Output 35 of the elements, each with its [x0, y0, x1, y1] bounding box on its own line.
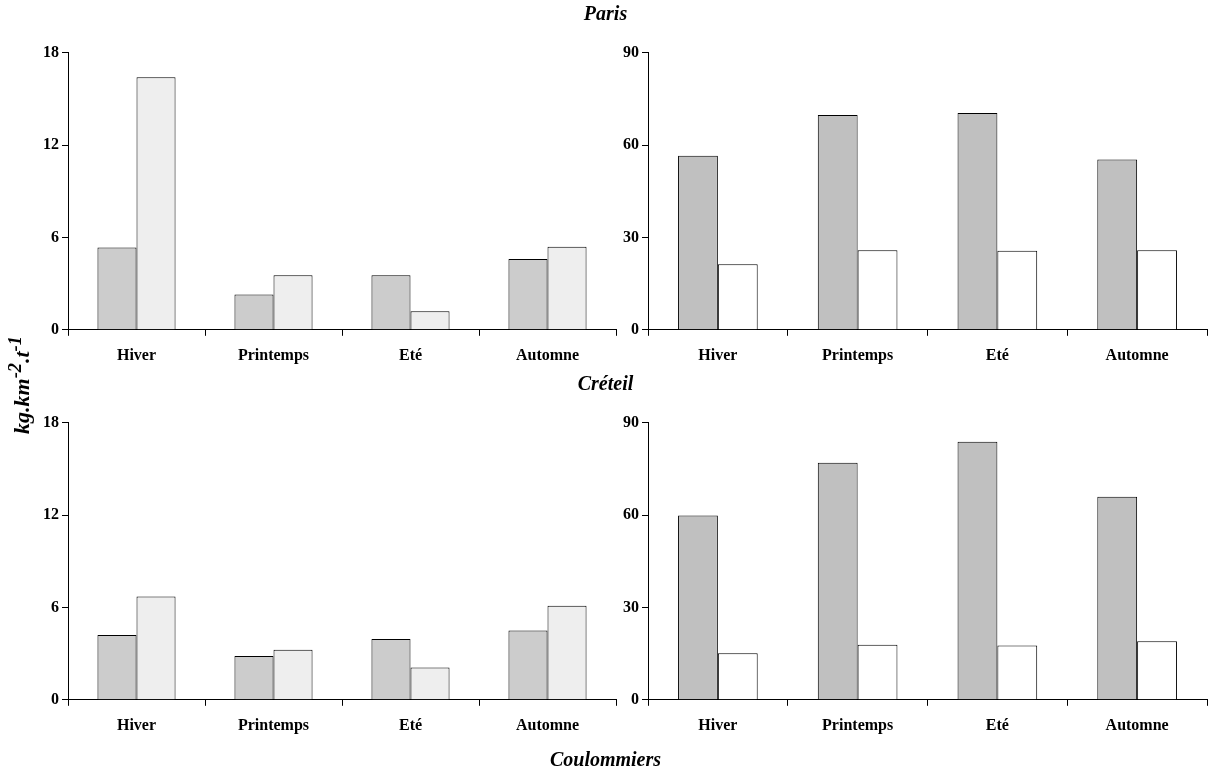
y-tick-label: 12 [43, 135, 59, 153]
chart-title: Paris [582, 2, 629, 25]
x-tick-label: Automne [515, 345, 580, 363]
x-tick-label: Hiver [698, 345, 738, 363]
x-tick-label: Printemps [822, 345, 894, 364]
y-tick-label: 6 [51, 597, 59, 615]
x-tick-label: Hiver [116, 345, 157, 363]
x-tick-label: Printemps [237, 715, 310, 734]
x-tick-label: Eté [985, 715, 1009, 733]
x-tick-label: Printemps [822, 715, 894, 734]
x-tick-label: Eté [985, 345, 1009, 363]
y-tick-label: 18 [43, 412, 59, 430]
x-tick-label: Hiver [698, 715, 738, 733]
x-tick-label: Automne [1105, 715, 1169, 733]
x-tick-label: Printemps [237, 345, 310, 364]
y-tick-label: 18 [43, 42, 59, 60]
y-tick-label: 60 [623, 505, 639, 523]
x-tick-label: Automne [1105, 345, 1169, 363]
x-tick-label: Hiver [116, 715, 157, 733]
x-tick-label: Eté [398, 345, 423, 363]
y-tick-label: 0 [51, 689, 59, 707]
y-tick-label: 90 [623, 412, 639, 430]
x-tick-label: Automne [515, 715, 580, 733]
y-tick-label: 12 [43, 505, 59, 523]
y-tick-label: 6 [51, 227, 59, 245]
y-tick-label: 0 [51, 319, 59, 337]
y-tick-label: 90 [623, 42, 639, 60]
text: Coulommiers [548, 748, 663, 771]
y-tick-label: 30 [623, 597, 639, 615]
y-tick-label: 0 [631, 319, 639, 337]
x-tick-label: Eté [398, 715, 423, 733]
chart-title: Créteil [577, 372, 634, 394]
y-tick-label: 30 [623, 227, 639, 245]
y-tick-label: 0 [631, 689, 639, 707]
y-tick-label: 60 [623, 135, 639, 153]
